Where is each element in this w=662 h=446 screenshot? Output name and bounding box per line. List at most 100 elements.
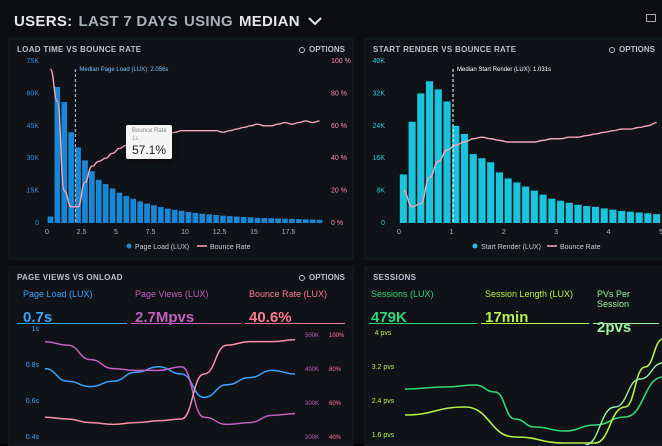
bar <box>227 216 233 223</box>
legend-swatch <box>472 243 478 249</box>
kpi-divider <box>245 323 345 324</box>
bar <box>530 190 538 223</box>
kpi-value: 479K <box>371 309 407 326</box>
bar <box>452 125 460 223</box>
y-tick-label: 3.2 pvs <box>372 364 395 371</box>
bar <box>539 194 547 223</box>
x-tick-label: 5 <box>659 229 662 236</box>
bar <box>233 216 240 223</box>
y-tick-label: 2.4 pvs <box>372 398 395 405</box>
panel-title: START RENDER VS BOUNCE RATE <box>373 45 517 54</box>
panel-title: PAGE VIEWS VS ONLOAD <box>17 273 123 282</box>
kpi-label: Bounce Rate (LUX) <box>249 289 328 299</box>
bar <box>644 213 652 223</box>
y-tick-label: 0.6s <box>26 398 40 405</box>
options-button[interactable]: OPTIONS <box>298 45 345 54</box>
y-tick-label: 75K <box>27 58 40 65</box>
sessions-line <box>404 376 662 432</box>
options-label: OPTIONS <box>308 45 345 54</box>
bar <box>254 217 261 223</box>
bar <box>460 133 469 223</box>
kpi-bounce-rate: Bounce Rate (LUX) 40.6% <box>249 289 327 326</box>
kpi-value: 0.7s <box>23 309 53 326</box>
kpi-label: PVs Per Session <box>597 289 631 309</box>
bar <box>478 158 486 223</box>
options-button[interactable]: OPTIONS <box>298 273 345 282</box>
x-tick-label: 15 <box>250 229 258 236</box>
bar <box>316 219 323 223</box>
bar <box>116 192 123 223</box>
y-tick-label: 32K <box>373 90 386 97</box>
kpi-session-length: Session Length (LUX) 17min <box>485 289 573 326</box>
bar <box>213 215 219 223</box>
bar <box>185 211 192 223</box>
bar <box>557 200 565 223</box>
kpi-value: 40.6% <box>249 309 292 326</box>
start-render-panel: START RENDER VS BOUNCE RATE OPTIONS 0 8K 1… <box>364 38 662 260</box>
sessions-chart: 4 pvs 3.2 pvs 2.4 pvs 1.6 pvs <box>372 330 662 445</box>
bar <box>626 211 634 223</box>
bar <box>102 184 109 223</box>
x-tick-label: 0 <box>45 229 49 236</box>
load-time-panel: LOAD TIME VS BOUNCE RATE OPTIONS 0 15K 30K… <box>8 38 354 260</box>
y3-tick-label: 100% <box>329 333 345 339</box>
y3-tick-label: 60% <box>329 401 342 407</box>
bar <box>417 93 425 224</box>
tooltip-value: 57.1% <box>132 143 167 157</box>
window-icon[interactable] <box>646 14 656 22</box>
y-tick-label: 8K <box>376 188 385 195</box>
bar <box>137 201 143 223</box>
bar <box>275 218 281 223</box>
using-label: USING <box>183 12 233 30</box>
series-line <box>44 340 296 426</box>
bar <box>296 219 302 223</box>
y-tick-label: 1.6 pvs <box>372 432 395 439</box>
tooltip-sub: 1s <box>132 136 139 142</box>
bar <box>609 209 617 223</box>
bar <box>635 212 643 223</box>
bar <box>487 162 495 223</box>
options-button[interactable]: OPTIONS <box>608 45 655 54</box>
y2-tick-label: 60 % <box>331 123 347 130</box>
bar <box>426 81 434 223</box>
bar <box>68 132 74 223</box>
x-tick-label: 4 <box>607 229 611 236</box>
y-tick-label: 4 pvs <box>375 330 392 337</box>
y-tick-label: 0 <box>35 220 39 227</box>
bar <box>123 196 130 223</box>
bar <box>109 188 116 223</box>
panel-title: LOAD TIME VS BOUNCE RATE <box>17 45 142 54</box>
y-tick-label: 0.4s <box>26 434 40 441</box>
chevron-down-icon[interactable] <box>308 14 322 28</box>
x-tick-label: 2.5 <box>77 229 87 236</box>
legend-label: Bounce Rate <box>560 244 601 251</box>
x-tick-label: 0 <box>397 229 401 236</box>
bounce-rate-line <box>49 68 320 208</box>
x-tick-label: 7.5 <box>146 229 156 236</box>
bar <box>158 207 164 223</box>
bar <box>522 186 530 223</box>
bar <box>591 206 600 223</box>
method-label[interactable]: MEDIAN <box>238 12 300 30</box>
y2-tick-label: 20 % <box>331 188 347 195</box>
kpi-divider <box>481 323 589 324</box>
bar <box>399 174 407 223</box>
bar <box>653 214 661 223</box>
bar <box>282 218 288 223</box>
bar <box>192 212 199 223</box>
bar <box>95 179 102 223</box>
bounce-rate-tooltip: Bounce Rate 1s 57.1% <box>126 125 172 159</box>
legend-label: Bounce Rate <box>210 244 251 251</box>
kpi-label: Session Length (LUX) <box>485 289 574 299</box>
bar <box>240 216 247 223</box>
session-length-line <box>404 338 662 444</box>
y-tick-label: 0.8s <box>26 362 40 369</box>
kpi-label: Page Views (LUX) <box>135 289 209 299</box>
series-line <box>44 339 296 426</box>
x-tick-label: 10 <box>181 229 189 236</box>
range-label[interactable]: LAST 7 DAYS <box>78 12 178 30</box>
series-line <box>44 366 296 399</box>
bar <box>443 101 451 223</box>
bar <box>302 219 309 223</box>
options-label: OPTIONS <box>618 45 655 54</box>
